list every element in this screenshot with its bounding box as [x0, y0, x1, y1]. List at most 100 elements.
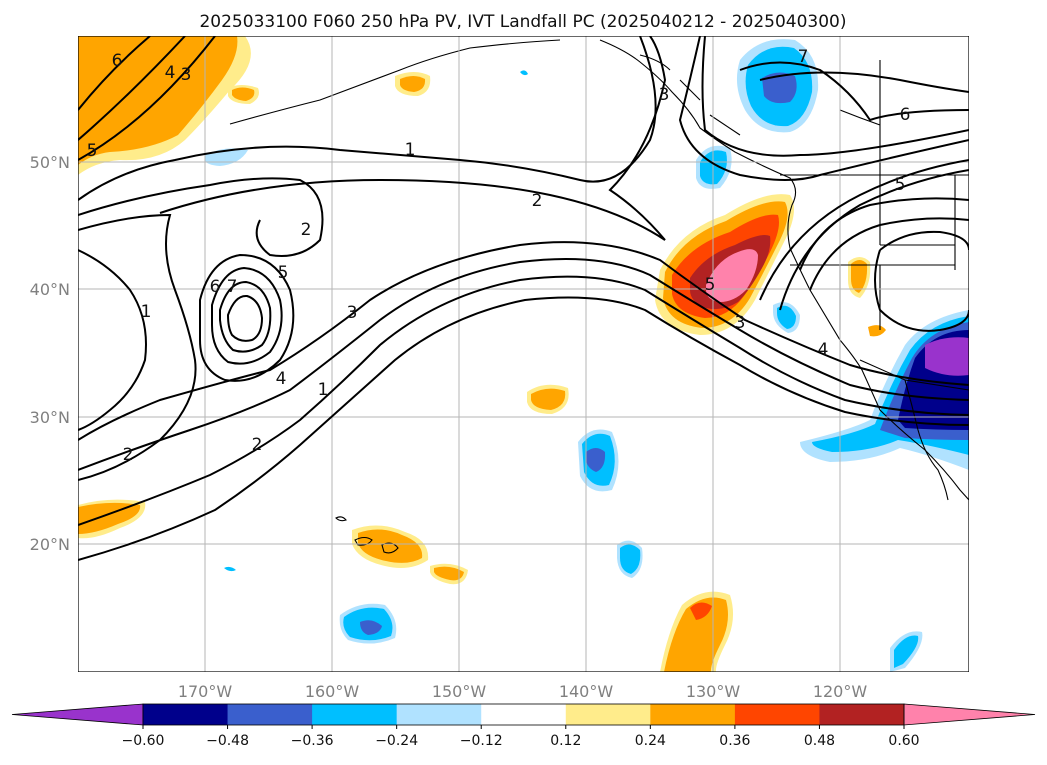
colorbar-segment	[312, 704, 398, 725]
colorbar-tick-label: 0.12	[550, 733, 581, 749]
pv-line-5-ring-east	[874, 230, 969, 332]
lat-label-40: 40°N	[30, 280, 70, 299]
coast-hawaii	[335, 516, 399, 554]
fill-sw-1c	[360, 620, 382, 635]
colorbar-tick-label: 0.24	[635, 733, 666, 749]
pv-line-1-north	[78, 36, 657, 201]
contour-label: 6	[112, 51, 123, 71]
colorbar-segment	[819, 704, 905, 725]
pv-line-7-ring	[226, 294, 264, 342]
colorbar-tick-label: 0.36	[719, 733, 750, 749]
fill-c-3b	[620, 544, 641, 574]
pv-line-5-ring	[211, 266, 283, 365]
fill-south-1b	[664, 597, 728, 672]
longitude-labels: 170°W 160°W 150°W 140°W 130°W 120°W	[178, 682, 868, 701]
contour-label: 2	[252, 435, 263, 455]
colorbar-segment	[650, 704, 736, 725]
pv-line-3	[78, 241, 969, 441]
pv-line-a	[78, 36, 151, 111]
colorbar-tick-label: 0.60	[888, 733, 919, 749]
pv-line-2-b	[678, 36, 969, 181]
colorbar-segment	[227, 704, 313, 725]
fill-west-1b	[78, 502, 141, 534]
fill-hawaii-b	[358, 529, 423, 563]
pv-line-2-main	[78, 36, 667, 481]
fill-small-dot	[520, 70, 528, 76]
lon-label-150w: 150°W	[432, 682, 487, 701]
colorbar-segment	[396, 704, 482, 725]
colorbar-tick-label: −0.24	[375, 733, 418, 749]
fill-hawaii-2b	[434, 566, 464, 581]
lat-label-20: 20°N	[30, 535, 70, 554]
fill-small-1b	[232, 87, 255, 101]
pv-isolines	[78, 36, 969, 561]
graticule	[78, 36, 969, 672]
contour-label: 2	[532, 191, 543, 211]
colorbar-frame	[142, 703, 905, 726]
coast-baja	[904, 379, 949, 501]
pv-line-west-1	[78, 249, 147, 431]
border-states-1	[879, 175, 956, 270]
contour-label: 1	[405, 140, 416, 160]
fill-small-2b	[400, 76, 426, 92]
pv-line-b	[78, 36, 186, 141]
contour-label: 1	[141, 302, 152, 322]
contour-label: 3	[735, 313, 746, 333]
fill-south-1c	[690, 602, 712, 620]
lat-label-50: 50°N	[30, 153, 70, 172]
fill-se-purple	[925, 337, 969, 376]
figure-title: 2025033100 F060 250 hPa PV, IVT Landfall…	[199, 12, 846, 32]
pv-line-3-east	[759, 159, 969, 301]
contour-label: 5	[87, 141, 98, 161]
fill-small-dot-2	[224, 566, 236, 572]
contour-label: 3	[347, 303, 358, 323]
fill-ne-royal	[762, 72, 797, 104]
colorbar-extend-max	[903, 703, 1036, 726]
contour-label: 3	[659, 85, 670, 105]
contour-label: 6	[210, 277, 221, 297]
colorbar-segment	[143, 704, 229, 725]
colorbar-segment	[565, 704, 651, 725]
anomaly-fills	[78, 36, 969, 672]
contour-label: 5	[895, 175, 906, 195]
colorbar-tick-label: 0.48	[804, 733, 835, 749]
lon-label-130w: 130°W	[686, 682, 741, 701]
contour-label: 4	[276, 369, 287, 389]
colorbar: −0.60 −0.48 −0.36 −0.24 −0.12 0.12 0.24 0.36 0.4…	[11, 703, 1036, 749]
latitude-labels: 50°N 40°N 30°N 20°N	[30, 153, 70, 554]
pv-line-2	[78, 177, 324, 257]
contour-label: 4	[818, 340, 829, 360]
contour-label: 2	[301, 220, 312, 240]
colorbar-segment	[734, 704, 820, 725]
pv-line-c	[78, 36, 216, 161]
contour-label: 1	[318, 380, 329, 400]
pv-line-6-ring	[219, 280, 272, 353]
pv-line-4	[78, 258, 969, 471]
pv-line-4-ring	[199, 253, 295, 382]
colorbar-tick-label: −0.36	[291, 733, 334, 749]
lon-label-170w: 170°W	[178, 682, 233, 701]
colorbar-segment	[481, 704, 567, 725]
fill-interior-2	[868, 325, 886, 337]
contour-label: 6	[900, 105, 911, 125]
contour-label: 3	[181, 65, 192, 85]
fill-c-1b	[531, 388, 566, 410]
coastlines	[229, 39, 969, 554]
pv-line-2-south	[78, 296, 969, 561]
contour-label: 5	[705, 275, 716, 295]
contour-label: 7	[798, 47, 809, 67]
fill-small-blue-2b	[777, 305, 796, 329]
contour-label: 4	[165, 63, 176, 83]
colorbar-tick-label: −0.48	[206, 733, 249, 749]
pv-line-4-east	[779, 169, 969, 311]
colorbar-tick-label: −0.60	[122, 733, 165, 749]
pv-line-2c	[701, 36, 969, 157]
fill-se-small-b	[894, 635, 919, 668]
fill-interior-1b	[851, 260, 868, 293]
lon-label-140w: 140°W	[559, 682, 614, 701]
pv-line-6-top	[759, 71, 969, 93]
pv-line-1-south	[78, 275, 969, 526]
